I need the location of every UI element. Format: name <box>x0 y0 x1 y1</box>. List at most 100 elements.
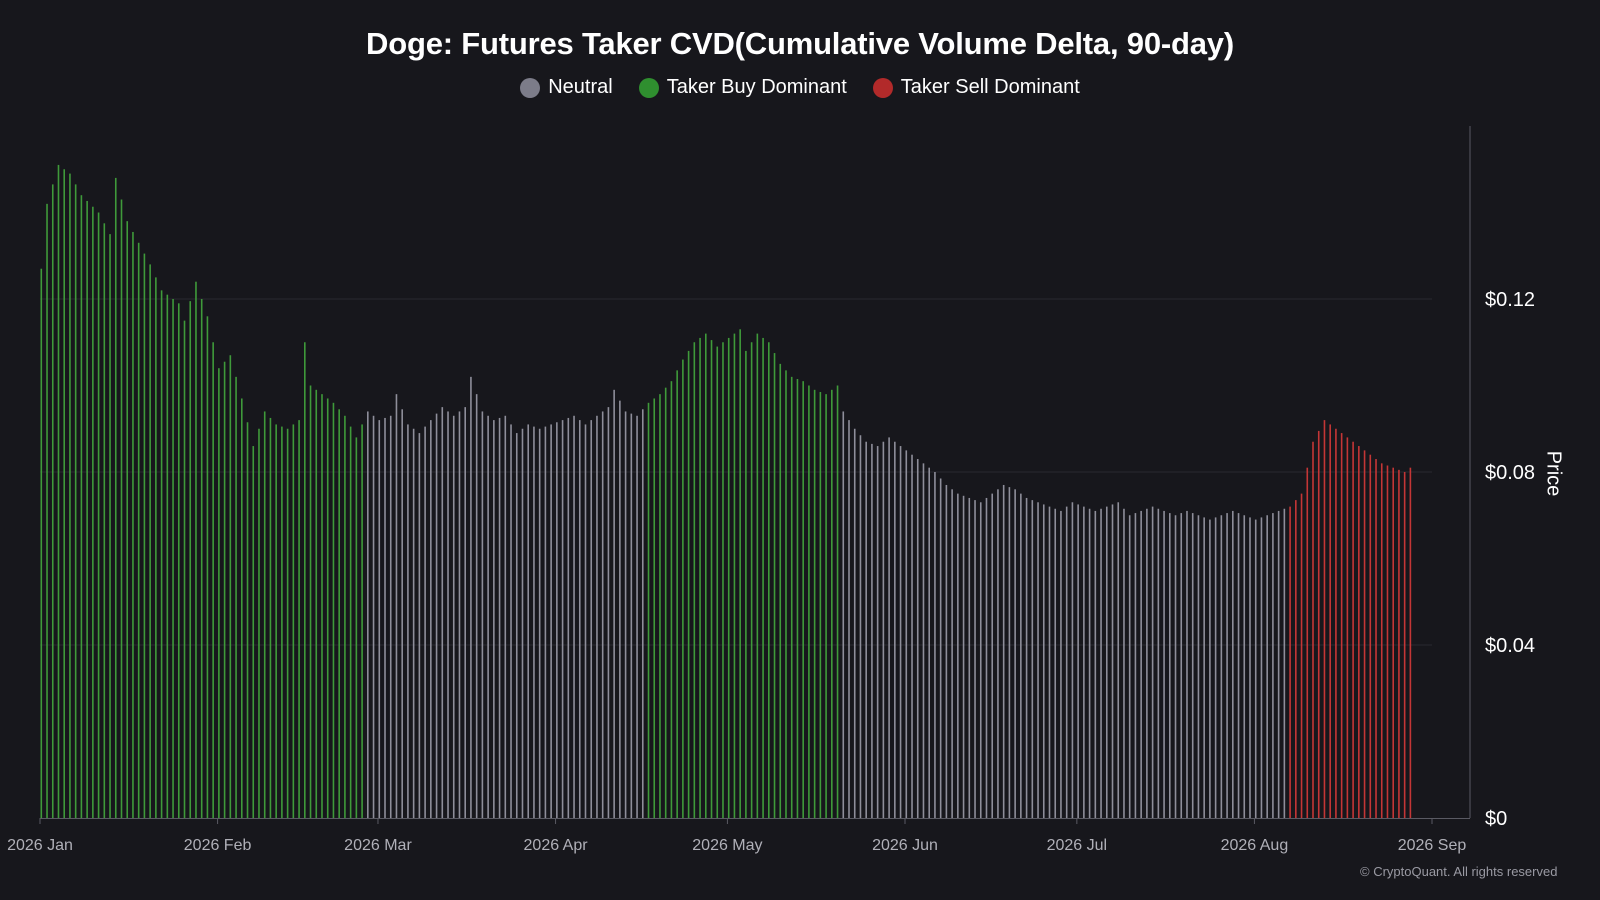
price-bar-neutral <box>630 413 633 818</box>
price-bar-neutral <box>1203 517 1205 818</box>
price-bar-buy <box>831 389 833 818</box>
legend-dot-taker-sell <box>872 77 893 98</box>
y-tick-label: $0.04 <box>1485 635 1535 657</box>
price-bar-neutral <box>590 420 593 818</box>
price-bar-neutral <box>842 411 845 818</box>
price-bar-neutral <box>367 411 369 818</box>
price-bar-neutral <box>894 441 896 818</box>
price-bar-buy <box>92 206 94 818</box>
price-bar-buy <box>745 350 747 818</box>
price-bar-buy <box>716 346 719 818</box>
legend-item-taker-sell[interactable]: Taker Sell Dominant <box>872 76 1080 99</box>
price-bar-buy <box>143 253 146 818</box>
price-bar-neutral <box>997 489 999 818</box>
price-bar-buy <box>109 234 111 818</box>
price-bar-neutral <box>968 497 971 818</box>
price-bar-buy <box>773 353 776 818</box>
price-bar-neutral <box>401 409 403 818</box>
price-bar-neutral <box>584 424 587 818</box>
price-bar-neutral <box>1042 504 1045 818</box>
grid-lines <box>40 298 1432 646</box>
x-tick-label: 2026 Apr <box>524 837 589 854</box>
price-bar-neutral <box>922 463 925 818</box>
price-bar-neutral <box>1163 510 1165 818</box>
price-bar-buy <box>269 417 272 818</box>
price-bar-buy <box>647 402 650 818</box>
price-bar-sell <box>1289 506 1291 818</box>
price-bar-neutral <box>1146 508 1148 818</box>
x-tick-label: 2026 Jun <box>872 837 938 854</box>
x-tick-label: 2026 Jul <box>1047 837 1108 854</box>
price-bar-neutral <box>418 433 421 818</box>
price-bar-neutral <box>939 478 942 818</box>
price-bar-neutral <box>945 484 948 818</box>
price-bar-buy <box>687 350 690 818</box>
price-bar-buy <box>120 199 123 818</box>
price-bar-buy <box>653 398 656 818</box>
price-bar-neutral <box>1266 515 1268 818</box>
price-bar-neutral <box>1243 515 1246 818</box>
price-bar-sell <box>1300 493 1303 818</box>
price-bar-sell <box>1317 430 1320 818</box>
price-bar-buy <box>40 268 43 819</box>
price-bar-neutral <box>1226 513 1228 818</box>
price-bar-buy <box>315 389 318 818</box>
price-bar-neutral <box>1272 513 1274 818</box>
price-bar-neutral <box>916 459 919 818</box>
price-bar-neutral <box>601 411 604 818</box>
x-tick-label: 2026 Sep <box>1398 837 1467 854</box>
price-bar-neutral <box>1117 502 1120 818</box>
price-bar-buy <box>114 177 117 818</box>
price-bar-buy <box>149 264 151 818</box>
price-bar-sell <box>1323 420 1326 818</box>
price-bar-buy <box>263 411 266 818</box>
price-bar-buy <box>132 231 134 818</box>
price-bar-buy <box>97 212 100 818</box>
price-bar-sell <box>1386 465 1389 818</box>
price-bar-neutral <box>389 415 392 818</box>
price-bar-neutral <box>533 426 535 818</box>
price-bar-sell <box>1363 450 1366 818</box>
price-bar-buy <box>223 361 226 818</box>
price-bar-neutral <box>596 415 598 818</box>
price-bar-neutral <box>1020 493 1022 818</box>
y-axis: $0 $0.04 $0.08 $0.12 <box>1469 126 1535 830</box>
price-bar-buy <box>103 223 106 818</box>
price-bar-neutral <box>1094 510 1097 818</box>
copyright-notice: © CryptoQuant. All rights reserved <box>1360 864 1558 879</box>
price-bar-buy <box>57 164 60 819</box>
price-bar-buy <box>46 203 48 819</box>
price-bar-sell <box>1340 433 1343 818</box>
price-bar-buy <box>166 294 169 818</box>
price-bar-buy <box>819 391 822 818</box>
price-bar-buy <box>676 370 678 818</box>
price-bar-neutral <box>619 400 621 818</box>
price-bar-neutral <box>573 415 575 818</box>
price-bar-buy <box>51 184 54 818</box>
legend-item-neutral[interactable]: Neutral <box>520 76 613 99</box>
price-bar-neutral <box>1037 502 1039 818</box>
price-bar-neutral <box>641 409 644 818</box>
price-bar-neutral <box>378 420 381 818</box>
price-bar-neutral <box>1134 513 1137 818</box>
price-bar-buy <box>86 200 88 818</box>
price-bar-neutral <box>859 435 862 818</box>
price-bar-neutral <box>441 407 444 818</box>
price-bar-neutral <box>510 424 512 818</box>
price-bar-neutral <box>504 415 507 818</box>
price-bar-sell <box>1306 467 1309 818</box>
price-bar-buy <box>664 387 667 818</box>
price-bar-buy <box>349 426 352 818</box>
price-bar-neutral <box>544 426 547 818</box>
price-bar-neutral <box>613 389 615 818</box>
price-bar-buy <box>155 277 157 818</box>
price-bar-neutral <box>1065 506 1068 818</box>
price-bar-sell <box>1352 441 1354 818</box>
price-bar-buy <box>281 426 283 818</box>
price-bar-neutral <box>424 426 426 818</box>
legend-item-taker-buy[interactable]: Taker Buy Dominant <box>638 76 847 99</box>
price-bar-neutral <box>1083 506 1085 818</box>
x-tick-label: 2026 Feb <box>184 837 252 854</box>
price-bar-buy <box>693 342 696 818</box>
price-bar-neutral <box>567 417 570 818</box>
